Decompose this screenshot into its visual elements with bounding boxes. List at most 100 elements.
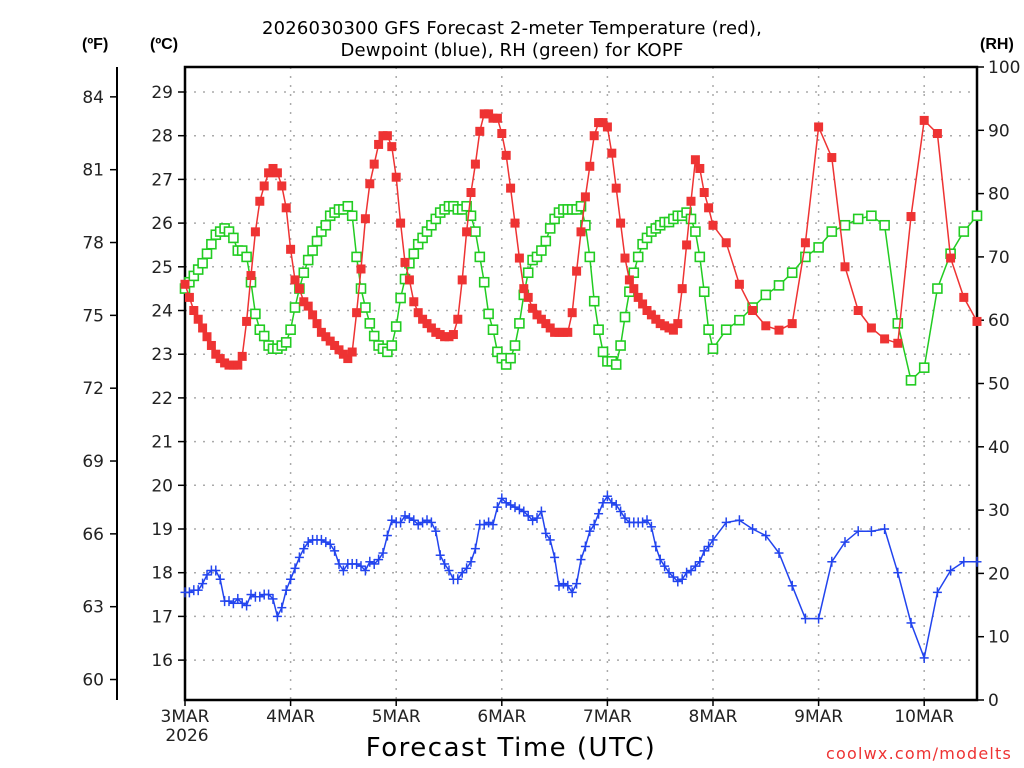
data-point-rh: [509, 340, 521, 351]
data-point-dewpoint: [800, 613, 810, 624]
data-point-dewpoint: [444, 565, 454, 576]
data-point-rh: [632, 251, 644, 263]
data-point-rh: [351, 251, 362, 263]
celsius-axis-label: (ºC): [150, 36, 179, 53]
data-point-rh: [241, 251, 252, 263]
celsius-tick-label: 22: [151, 389, 173, 409]
data-point-dewpoint: [413, 519, 423, 530]
celsius-tick-label: 24: [151, 302, 173, 322]
grid-lines: [185, 67, 977, 700]
data-point-temperature: [237, 351, 247, 361]
data-point-rh: [588, 295, 600, 307]
fahrenheit-tick-label: 63: [82, 598, 104, 618]
fahrenheit-axis-label: (ºF): [82, 36, 109, 53]
data-point-rh: [932, 283, 943, 294]
data-point-rh: [690, 226, 701, 237]
data-point-rh: [879, 219, 890, 231]
x-tick-sublabel: 2026: [165, 726, 208, 746]
series-rh: [179, 200, 983, 386]
data-point-dewpoint: [677, 574, 687, 585]
data-point-rh: [685, 213, 697, 225]
data-point-dewpoint: [431, 526, 441, 537]
data-point-rh: [694, 251, 706, 263]
data-point-dewpoint: [396, 517, 406, 528]
data-point-dewpoint: [668, 572, 678, 583]
data-point-temperature: [198, 323, 208, 333]
data-point-rh: [597, 346, 609, 358]
data-point-temperature: [193, 314, 203, 324]
data-point-dewpoint: [972, 556, 982, 567]
rh-tick-label: 10: [988, 628, 1010, 648]
data-point-temperature: [690, 155, 700, 165]
data-point-dewpoint: [325, 539, 335, 550]
data-point-rh: [307, 245, 318, 256]
celsius-tick-label: 23: [151, 345, 173, 365]
data-point-rh: [800, 251, 811, 263]
celsius-tick-label: 25: [151, 258, 173, 278]
data-point-temperature: [576, 227, 586, 237]
data-point-temperature: [585, 161, 595, 171]
data-point-rh: [536, 245, 547, 256]
data-point-dewpoint: [281, 585, 291, 596]
credit-link[interactable]: coolwx.com/modelts: [826, 744, 1013, 763]
data-point-dewpoint: [585, 526, 595, 537]
rh-tick-label: 40: [988, 438, 1010, 458]
data-point-rh: [483, 308, 494, 320]
data-point-dewpoint: [387, 515, 397, 526]
fahrenheit-tick-label: 60: [82, 671, 104, 691]
data-point-temperature: [506, 183, 516, 193]
data-point-temperature: [374, 139, 384, 149]
x-axis-title: Forecast Time (UTC): [365, 733, 657, 763]
data-point-rh: [703, 324, 714, 335]
data-point-rh: [360, 302, 371, 313]
data-point-dewpoint: [492, 502, 502, 513]
data-point-rh: [368, 330, 380, 342]
data-point-dewpoint: [541, 528, 551, 539]
celsius-tick-label: 27: [151, 170, 173, 190]
data-point-temperature: [382, 131, 392, 141]
series-temperature: [180, 109, 982, 370]
data-point-temperature: [946, 253, 956, 263]
data-point-dewpoint: [638, 517, 648, 528]
rh-tick-label: 80: [988, 185, 1010, 205]
data-point-dewpoint: [286, 574, 296, 585]
fahrenheit-tick-label: 75: [82, 306, 104, 326]
data-point-rh: [465, 210, 477, 222]
series-dewpoint: [180, 491, 982, 663]
data-point-temperature: [519, 284, 529, 294]
data-point-rh: [408, 248, 420, 260]
data-point-dewpoint: [501, 497, 511, 508]
data-point-temperature: [202, 332, 212, 342]
data-point-temperature: [396, 218, 406, 228]
data-point-rh: [298, 267, 310, 279]
data-point-dewpoint: [594, 508, 604, 519]
data-point-dewpoint: [708, 534, 718, 545]
data-point-dewpoint: [237, 598, 247, 609]
celsius-tick-label: 17: [151, 607, 173, 627]
data-point-dewpoint: [545, 534, 555, 545]
data-point-rh: [289, 302, 301, 313]
data-point-rh: [302, 254, 314, 266]
data-point-temperature: [721, 238, 731, 248]
data-point-dewpoint: [440, 558, 450, 569]
data-point-dewpoint: [642, 515, 652, 526]
data-point-dewpoint: [409, 515, 419, 526]
data-point-dewpoint: [616, 506, 626, 517]
data-point-dewpoint: [290, 563, 300, 574]
data-point-rh: [320, 219, 332, 231]
data-point-temperature: [624, 275, 634, 285]
data-point-dewpoint: [774, 548, 784, 559]
data-point-rh: [839, 219, 851, 231]
data-point-temperature: [180, 279, 190, 289]
celsius-tick-label: 29: [151, 83, 173, 103]
data-point-dewpoint: [660, 561, 670, 572]
chart-title: 2026030300 GFS Forecast 2-meter Temperat…: [0, 18, 1024, 62]
data-point-dewpoint: [893, 567, 903, 578]
data-point-dewpoint: [866, 526, 876, 537]
data-point-temperature: [589, 131, 599, 141]
data-point-dewpoint: [198, 578, 208, 589]
data-point-temperature: [602, 122, 612, 132]
data-point-dewpoint: [536, 506, 546, 517]
data-point-rh: [773, 280, 785, 291]
